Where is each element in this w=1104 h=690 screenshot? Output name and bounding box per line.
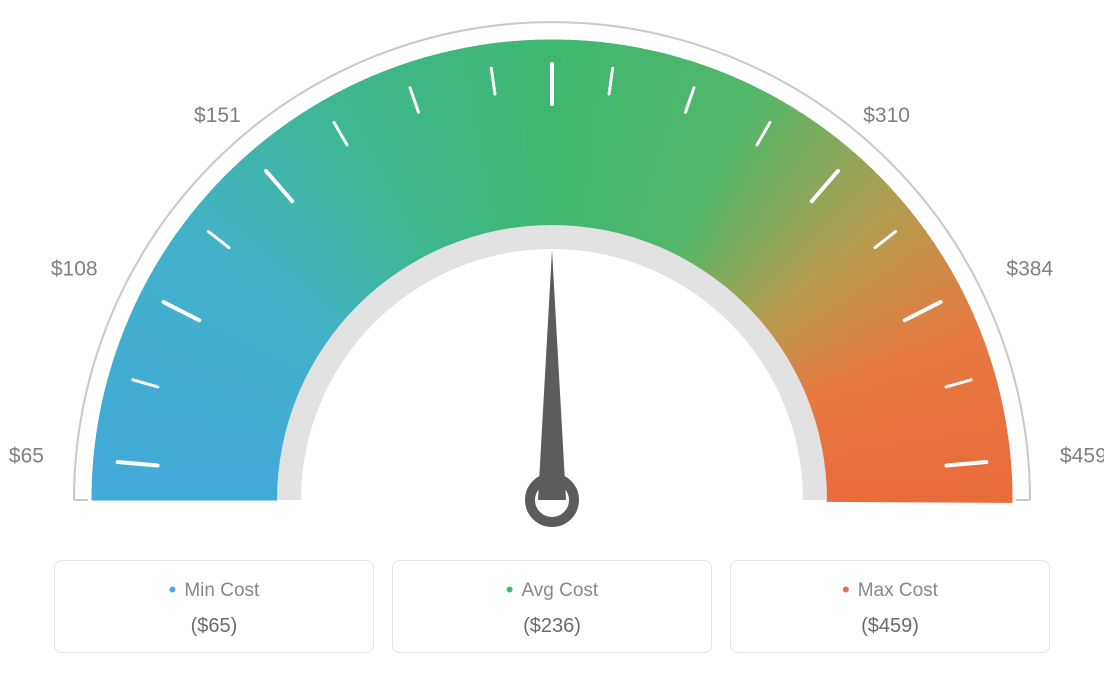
gauge-tick-label: $236 xyxy=(529,0,576,2)
legend-card-min: Min Cost ($65) xyxy=(54,560,374,653)
legend-max-value: ($459) xyxy=(731,615,1049,638)
legend-min-label: Min Cost xyxy=(55,577,373,603)
legend-card-max: Max Cost ($459) xyxy=(730,560,1050,653)
gauge-tick-label: $151 xyxy=(194,104,241,127)
legend-card-avg: Avg Cost ($236) xyxy=(392,560,712,653)
gauge-tick-label: $459 xyxy=(1060,445,1104,468)
legend-min-value: ($65) xyxy=(55,615,373,638)
legend-avg-label: Avg Cost xyxy=(393,577,711,603)
gauge-tick-label: $310 xyxy=(863,104,910,127)
legend-avg-value: ($236) xyxy=(393,615,711,638)
legend-max-label: Max Cost xyxy=(731,577,1049,603)
gauge-tick-label: $384 xyxy=(1006,257,1053,280)
gauge-svg: $65 $108 $151 $236 $310 $384 $459 xyxy=(0,0,1104,560)
gauge-tick-label: $108 xyxy=(51,257,98,280)
gauge-tick-label: $65 xyxy=(9,445,44,468)
gauge-chart: $65 $108 $151 $236 $310 $384 $459 xyxy=(0,0,1104,560)
legend-row: Min Cost ($65) Avg Cost ($236) Max Cost … xyxy=(0,560,1104,653)
gauge-needle xyxy=(538,250,566,500)
